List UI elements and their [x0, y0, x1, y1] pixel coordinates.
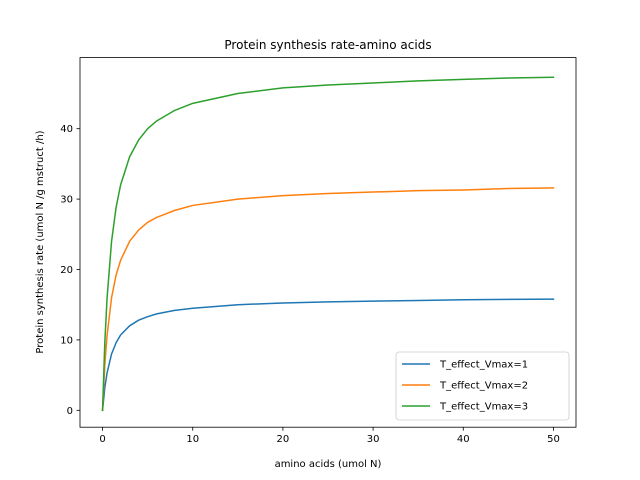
legend-label-1: T_effect_Vmax=1: [439, 360, 528, 371]
x-tick-label: 0: [99, 434, 105, 445]
series-line-3: [101, 76, 555, 412]
series-line-2: [101, 187, 555, 412]
x-tick-label: 50: [547, 434, 560, 445]
legend: T_effect_Vmax=1 T_effect_Vmax=2 T_effect_V…: [395, 351, 570, 421]
legend-label-2: T_effect_Vmax=2: [439, 381, 528, 392]
series-lines: [101, 76, 555, 412]
legend-label-3: T_effect_Vmax=3: [439, 402, 528, 413]
chart-title: Protein synthesis rate-amino acids: [224, 38, 431, 52]
y-tick-label: 20: [60, 265, 73, 276]
x-tick-label: 20: [277, 434, 290, 445]
x-axis-ticks: 0 10 20 30 40 50: [99, 427, 560, 445]
x-axis-label: amino acids (umol N): [275, 459, 382, 470]
y-tick-label: 10: [60, 335, 73, 346]
x-tick-label: 40: [457, 434, 470, 445]
y-axis-ticks: 0 10 20 30 40: [60, 124, 80, 417]
y-tick-label: 0: [67, 406, 73, 417]
y-tick-label: 40: [60, 124, 73, 135]
series-line-1: [101, 298, 555, 412]
y-axis-label: Protein synthesis rate (umol N /g mstruc…: [35, 130, 46, 353]
y-tick-label: 30: [60, 195, 73, 206]
plot-frame: [79, 57, 577, 428]
legend-box: [395, 351, 570, 421]
x-tick-label: 30: [367, 434, 380, 445]
x-tick-label: 10: [186, 434, 199, 445]
